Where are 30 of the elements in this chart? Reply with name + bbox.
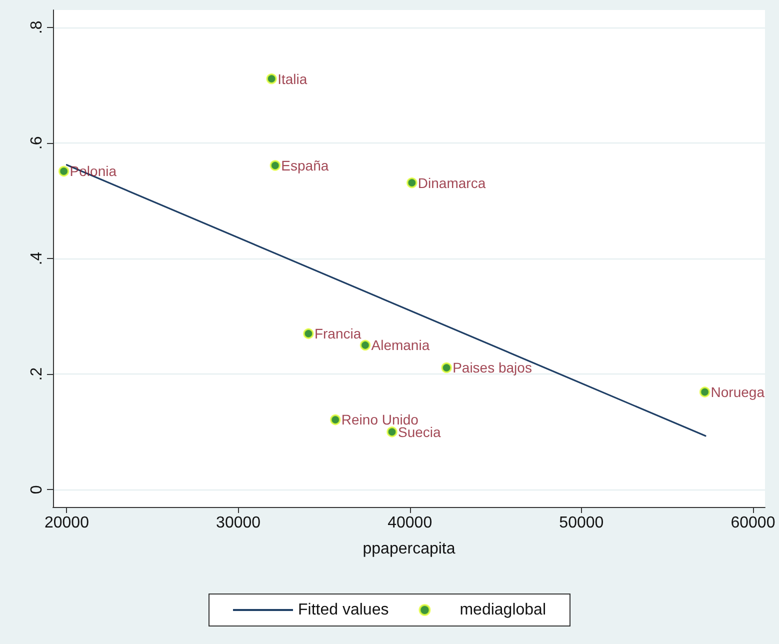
point (266, 73, 277, 84)
y-tick-label: 0 (28, 485, 46, 494)
point (270, 160, 281, 171)
annotation: España (281, 157, 329, 174)
annotation: Italia (278, 70, 308, 87)
annotation: Dinamarca (418, 174, 486, 191)
y-tick-label: .2 (28, 367, 46, 381)
point (58, 166, 70, 177)
x-tick-label: 60000 (730, 514, 776, 532)
x-tick-label: 30000 (216, 514, 261, 532)
point (386, 426, 398, 438)
x-axis-title: ppapercapita (362, 540, 456, 558)
y-tick-label: .8 (28, 20, 46, 34)
annotation: Alemania (371, 337, 430, 354)
point (303, 328, 314, 340)
x-tick-label: 20000 (44, 514, 90, 532)
point (330, 414, 341, 426)
y-tick-label: .4 (28, 252, 46, 266)
legend-label: Fitted values (298, 602, 389, 618)
point (360, 340, 371, 351)
x-tick-label: 50000 (559, 514, 604, 532)
point (441, 362, 452, 374)
annotation: Paises bajos (452, 360, 532, 376)
legend-label: mediaglobal (460, 602, 546, 618)
point (699, 386, 710, 398)
point (406, 177, 418, 188)
annotation: Francia (314, 326, 362, 342)
x-tick-label: 40000 (388, 514, 432, 532)
y-tick-label: .6 (28, 136, 46, 150)
annotation: Noruega (710, 384, 765, 400)
